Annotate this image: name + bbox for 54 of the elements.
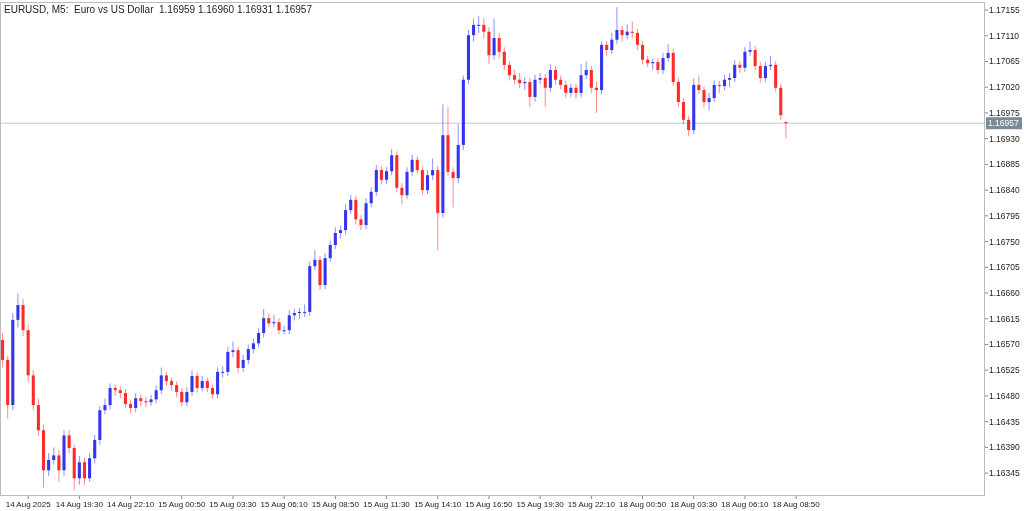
y-tick-label: 1.16750	[989, 236, 1020, 247]
y-tick-label: 1.16885	[989, 159, 1020, 170]
y-tick-label: 1.16435	[989, 416, 1020, 427]
candlestick	[477, 15, 481, 34]
candlestick	[303, 303, 307, 318]
x-tick-label: 14 Aug 22:10	[106, 500, 155, 509]
candlestick	[277, 317, 281, 335]
y-tick-label: 1.16525	[989, 365, 1020, 376]
y-tick-label: 1.17020	[989, 82, 1020, 93]
x-tick-label: 15 Aug 08:50	[311, 500, 360, 509]
y-tick-label: 1.16480	[989, 390, 1020, 401]
y-tick-label: 1.16705	[989, 262, 1020, 273]
candlestick	[707, 92, 711, 111]
x-tick-label: 15 Aug 00:50	[158, 500, 206, 509]
candlestick	[282, 325, 286, 335]
candlestick	[359, 214, 363, 231]
x-tick-label: 15 Aug 22:10	[567, 500, 616, 509]
x-tick-label: 15 Aug 06:10	[260, 500, 309, 509]
x-tick-label: 15 Aug 03:30	[209, 500, 258, 509]
candlestick	[149, 394, 153, 407]
x-tick-label: 18 Aug 03:30	[670, 500, 718, 509]
candlestick	[569, 83, 573, 98]
y-tick-label: 1.16660	[989, 288, 1020, 298]
candlestick	[620, 25, 624, 42]
y-tick-label: 1.17110	[989, 30, 1020, 41]
chart-title: EURUSD, M5: Euro vs US Dollar 1.16959 1.16960 1.16931 1.16957	[4, 4, 313, 15]
x-tick-label: 18 Aug 00:50	[618, 500, 667, 509]
y-tick-label: 1.16975	[989, 107, 1020, 118]
candlestick	[656, 57, 660, 75]
candlestick	[538, 72, 542, 85]
x-tick-label: 15 Aug 16:50	[465, 500, 514, 509]
x-tick-label: 15 Aug 14:10	[414, 500, 462, 509]
ref-line-label: 1.16957	[988, 118, 1019, 129]
x-tick-label: 18 Aug 08:50	[772, 500, 821, 509]
candlestick	[666, 43, 670, 63]
y-tick-label: 1.16570	[989, 339, 1020, 350]
y-tick-label: 1.17155	[989, 4, 1020, 15]
y-tick-label: 1.16345	[989, 468, 1020, 479]
candlestick	[574, 83, 578, 100]
candlestick	[231, 341, 235, 358]
x-tick-label: 14 Aug 2025	[5, 500, 52, 509]
candlestick	[748, 40, 752, 57]
y-tick-label: 1.17065	[989, 56, 1020, 67]
y-tick-label: 1.16615	[989, 313, 1020, 324]
candlestick	[103, 398, 107, 415]
y-tick-label: 1.16390	[989, 442, 1020, 453]
y-tick-label: 1.16840	[989, 185, 1020, 196]
candlestick	[221, 365, 225, 379]
x-tick-label: 15 Aug 19:30	[516, 500, 565, 509]
x-tick-label: 18 Aug 06:10	[721, 500, 770, 509]
y-tick-label: 1.16795	[989, 210, 1020, 221]
x-tick-label: 14 Aug 19:30	[55, 500, 104, 509]
x-tick-label: 15 Aug 11:30	[363, 500, 411, 509]
y-tick-label: 1.16930	[989, 133, 1020, 144]
